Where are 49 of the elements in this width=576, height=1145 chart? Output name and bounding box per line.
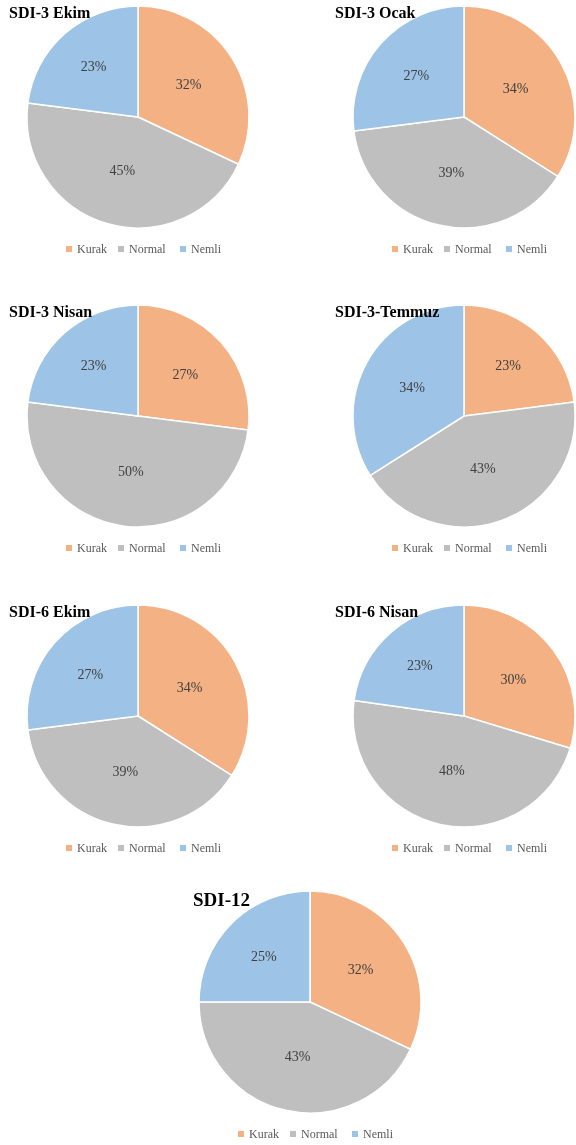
data-label: 43%: [470, 461, 497, 477]
data-label: 27%: [172, 366, 199, 382]
data-label: 27%: [77, 666, 104, 682]
data-label: 43%: [284, 1049, 311, 1065]
data-label: 48%: [438, 762, 465, 778]
legend-label: Kurak: [403, 841, 433, 855]
chart-title: SDI-12: [193, 889, 251, 910]
legend-label: Kurak: [77, 242, 107, 256]
legend-label: Kurak: [77, 841, 107, 855]
chart-title: SDI-3-Temmuz: [335, 303, 440, 320]
legend-label: Nemli: [191, 541, 222, 555]
data-label: 30%: [500, 671, 527, 687]
data-label: 50%: [118, 463, 145, 479]
legend-label: Nemli: [363, 1127, 394, 1141]
chart-title: SDI-3 Ocak: [335, 4, 416, 21]
data-label: 25%: [251, 948, 278, 964]
legend-label: Normal: [455, 242, 493, 256]
legend-label: Normal: [455, 541, 493, 555]
data-label: 23%: [495, 358, 522, 374]
chart-title: SDI-3 Ekim: [9, 4, 92, 21]
data-label: 23%: [80, 358, 107, 374]
chart-title: SDI-6 Ekim: [9, 603, 92, 620]
data-label: 23%: [80, 59, 107, 75]
legend-label: Nemli: [191, 242, 222, 256]
legend-label: Normal: [129, 541, 167, 555]
legend-label: Kurak: [403, 541, 433, 555]
data-label: 32%: [175, 77, 202, 93]
data-label: 45%: [109, 163, 136, 179]
data-label: 23%: [407, 657, 434, 673]
data-label: 34%: [502, 81, 529, 96]
legend-label: Kurak: [403, 242, 433, 256]
data-label: 39%: [112, 764, 139, 780]
data-label: 32%: [347, 962, 374, 978]
legend-label: Normal: [129, 841, 167, 855]
legend-label: Nemli: [517, 242, 548, 256]
data-label: 34%: [176, 680, 203, 695]
data-label: 27%: [403, 67, 430, 83]
legend-label: Normal: [455, 841, 493, 855]
data-label: 34%: [399, 380, 426, 395]
legend-label: Normal: [301, 1127, 339, 1141]
legend-label: Nemli: [517, 841, 548, 855]
legend-label: Kurak: [77, 541, 107, 555]
legend-label: Nemli: [517, 541, 548, 555]
chart-title: SDI-3 Nisan: [9, 303, 93, 320]
legend-label: Normal: [129, 242, 167, 256]
legend-label: Nemli: [191, 841, 222, 855]
legend-label: Kurak: [249, 1127, 279, 1141]
data-label: 39%: [438, 165, 465, 181]
chart-title: SDI-6 Nisan: [335, 603, 419, 620]
